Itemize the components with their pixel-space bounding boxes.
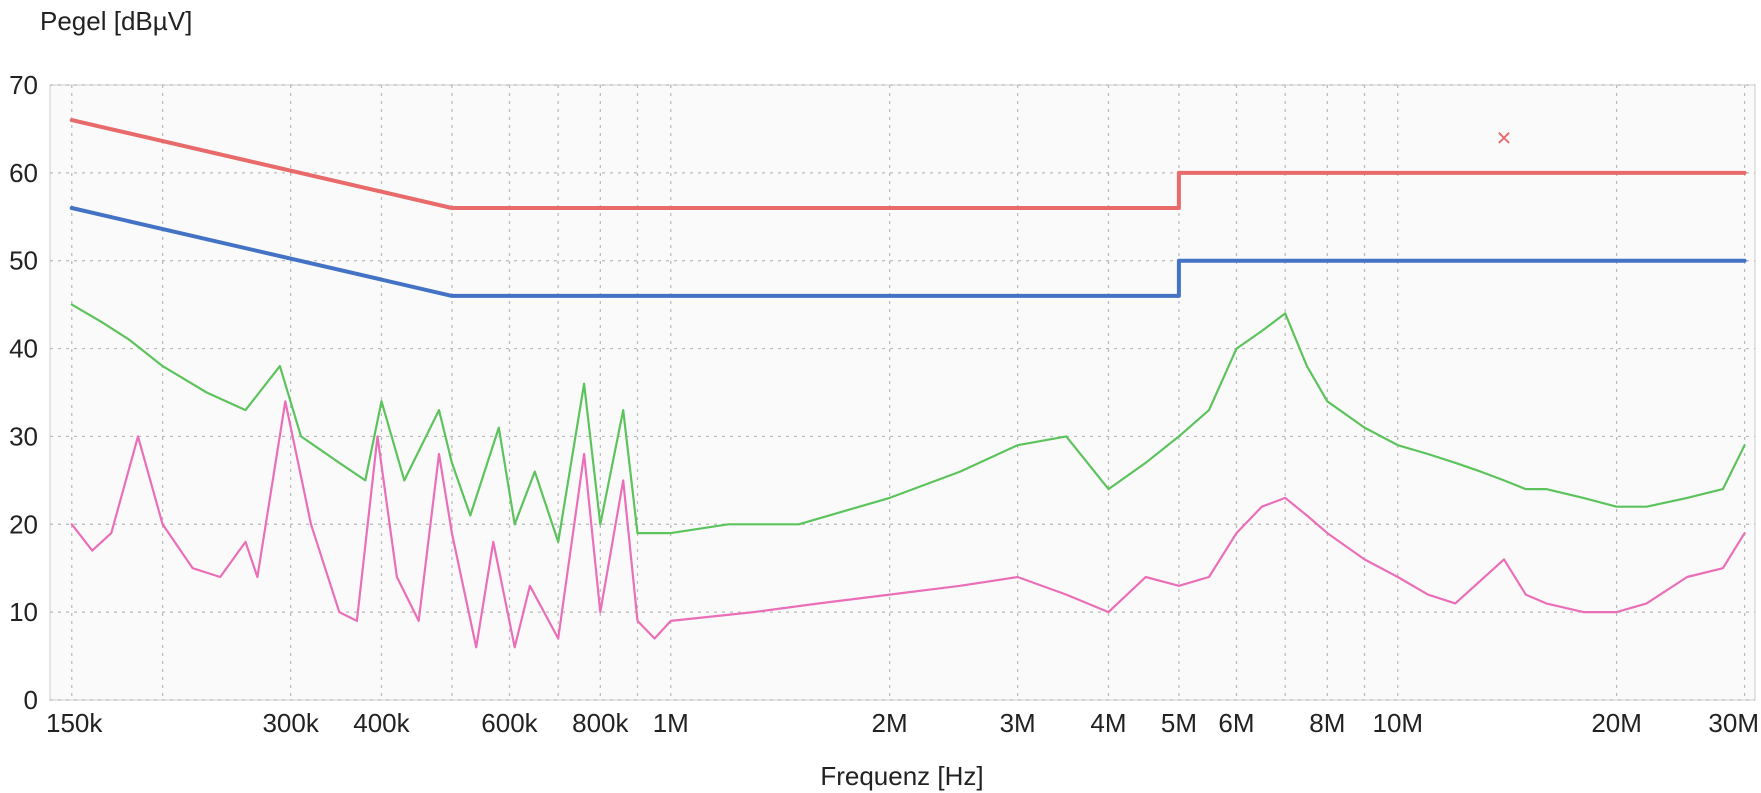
x-tick-label: 20M [1591,708,1642,738]
x-tick-label: 300k [262,708,319,738]
y-axis-ticks: 0 10 20 30 40 50 60 70 [9,70,38,715]
x-axis-ticks: 150k 300k 400k 600k 800k 1M 2M 3M 4M 5M 6M 8M 10M 20M… [46,708,1759,738]
y-tick-label: 50 [9,246,38,276]
series-group [69,118,1747,649]
y-tick-label: 30 [9,421,38,451]
y-tick-label: 10 [9,597,38,627]
y-tick-label: 70 [9,70,38,100]
x-tick-label: 600k [481,708,538,738]
limit-line-1 [69,206,1747,298]
grid [50,84,1755,701]
x-tick-label: 800k [572,708,629,738]
x-tick-label: 150k [46,708,103,738]
peak-marker-group: × [1496,123,1511,153]
x-tick-label: 8M [1309,708,1345,738]
x-tick-label: 2M [872,708,908,738]
x-tick-label: 6M [1218,708,1254,738]
measurement-trace-3 [70,400,1746,649]
peak-marker: × [1496,123,1511,153]
x-tick-label: 30M [1708,708,1759,738]
x-axis-title: Frequenz [Hz] [820,761,983,791]
x-tick-label: 10M [1372,708,1423,738]
y-axis-title: Pegel [dBµV] [40,6,192,36]
measurement-trace-2 [70,303,1746,544]
limit-line-0 [69,118,1747,210]
y-tick-label: 0 [24,685,38,715]
plot-area [49,84,1756,701]
x-tick-label: 5M [1161,708,1197,738]
x-tick-label: 3M [1000,708,1036,738]
y-tick-label: 60 [9,158,38,188]
x-tick-label: 4M [1090,708,1126,738]
y-tick-label: 20 [9,509,38,539]
y-tick-label: 40 [9,334,38,364]
x-tick-label: 400k [353,708,410,738]
x-tick-label: 1M [653,708,689,738]
